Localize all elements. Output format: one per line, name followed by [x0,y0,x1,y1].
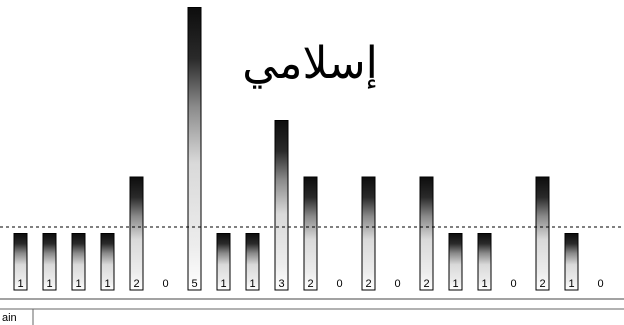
bar [216,233,231,291]
value-label: 1 [104,278,110,290]
value-label: 2 [423,278,429,290]
value-label: 1 [17,278,23,290]
value-labels-group: 1111205113202021102100 [17,278,603,290]
value-label: 1 [481,278,487,290]
bars-group [13,7,579,291]
chart-title: إسلامي [242,38,378,89]
value-label: 1 [75,278,81,290]
value-label: 1 [568,278,574,290]
bar [361,176,376,291]
value-label: 2 [539,278,545,290]
value-label: 0 [336,278,342,290]
value-label: 1 [249,278,255,290]
value-label: 1 [220,278,226,290]
bar [42,233,57,291]
value-label: 2 [365,278,371,290]
bar [100,233,115,291]
value-label: 0 [162,278,168,290]
bar [419,176,434,291]
bar [187,7,202,291]
bar [13,233,28,291]
value-label: 1 [46,278,52,290]
value-label: 1 [452,278,458,290]
value-label: 3 [278,278,284,290]
bar [71,233,86,291]
bar [245,233,260,291]
sheet-tab-label[interactable]: ain [2,312,17,324]
bar [129,176,144,291]
value-label: 2 [307,278,313,290]
value-label: 0 [597,278,603,290]
bar [477,233,492,291]
bar [448,233,463,291]
bar [535,176,550,291]
bar [564,233,579,291]
value-label: 5 [191,278,197,290]
value-label: 0 [394,278,400,290]
bar [274,120,289,291]
bar [303,176,318,291]
value-label: 2 [133,278,139,290]
value-label: 0 [510,278,516,290]
